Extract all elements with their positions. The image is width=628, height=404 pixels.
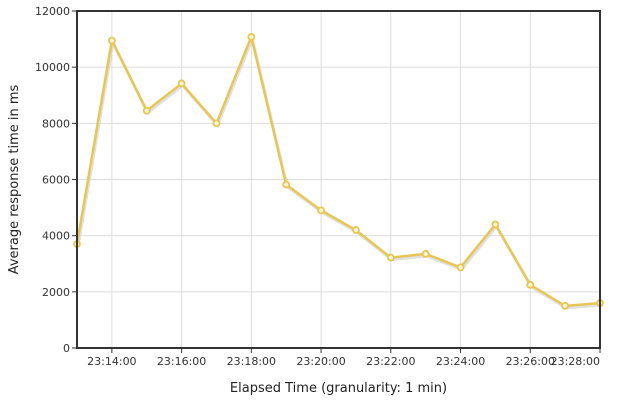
- series-layer: [73, 32, 604, 310]
- data-point: [491, 220, 500, 229]
- x-tick-label: 23:16:00: [157, 355, 206, 368]
- data-point: [317, 206, 325, 215]
- y-tick-label: 6000: [42, 174, 70, 187]
- y-tick-label: 0: [63, 342, 70, 355]
- data-point: [282, 180, 291, 189]
- data-point: [421, 250, 430, 258]
- x-tick-label: 23:26:00: [506, 355, 555, 368]
- x-tick-label: 23:22:00: [366, 355, 415, 368]
- x-tick-label: 23:24:00: [436, 355, 485, 368]
- series-line: [75, 35, 601, 308]
- x-tick-label: 23:28:00: [551, 355, 600, 368]
- x-tick-label: 23:14:00: [87, 355, 136, 368]
- data-point: [212, 119, 221, 128]
- y-tick-label: 10000: [35, 61, 70, 74]
- y-axis: 0 2000 4000 6000 8000 10000 12000: [35, 5, 77, 355]
- data-point: [247, 32, 256, 41]
- x-tick-label: 23:18:00: [227, 355, 276, 368]
- x-axis-title: Elapsed Time (granularity: 1 min): [230, 381, 447, 396]
- y-axis-title: Average response time in ms: [7, 84, 22, 274]
- data-point: [386, 253, 395, 262]
- data-point: [352, 226, 360, 234]
- data-point: [456, 263, 465, 272]
- series-shadow: [76, 33, 602, 310]
- y-tick-label: 8000: [42, 117, 70, 130]
- data-point: [561, 301, 570, 310]
- x-axis: 23:14:00 23:16:00 23:18:00 23:20:00 23:22:00…: [87, 348, 601, 368]
- y-tick-label: 12000: [35, 5, 70, 18]
- data-point: [142, 106, 151, 115]
- grid-lines: [77, 11, 600, 348]
- data-point: [177, 79, 186, 88]
- data-point: [526, 280, 535, 289]
- x-tick-label: 23:20:00: [296, 355, 345, 368]
- y-tick-label: 4000: [42, 230, 70, 243]
- y-tick-label: 2000: [42, 286, 70, 299]
- data-point: [107, 36, 116, 45]
